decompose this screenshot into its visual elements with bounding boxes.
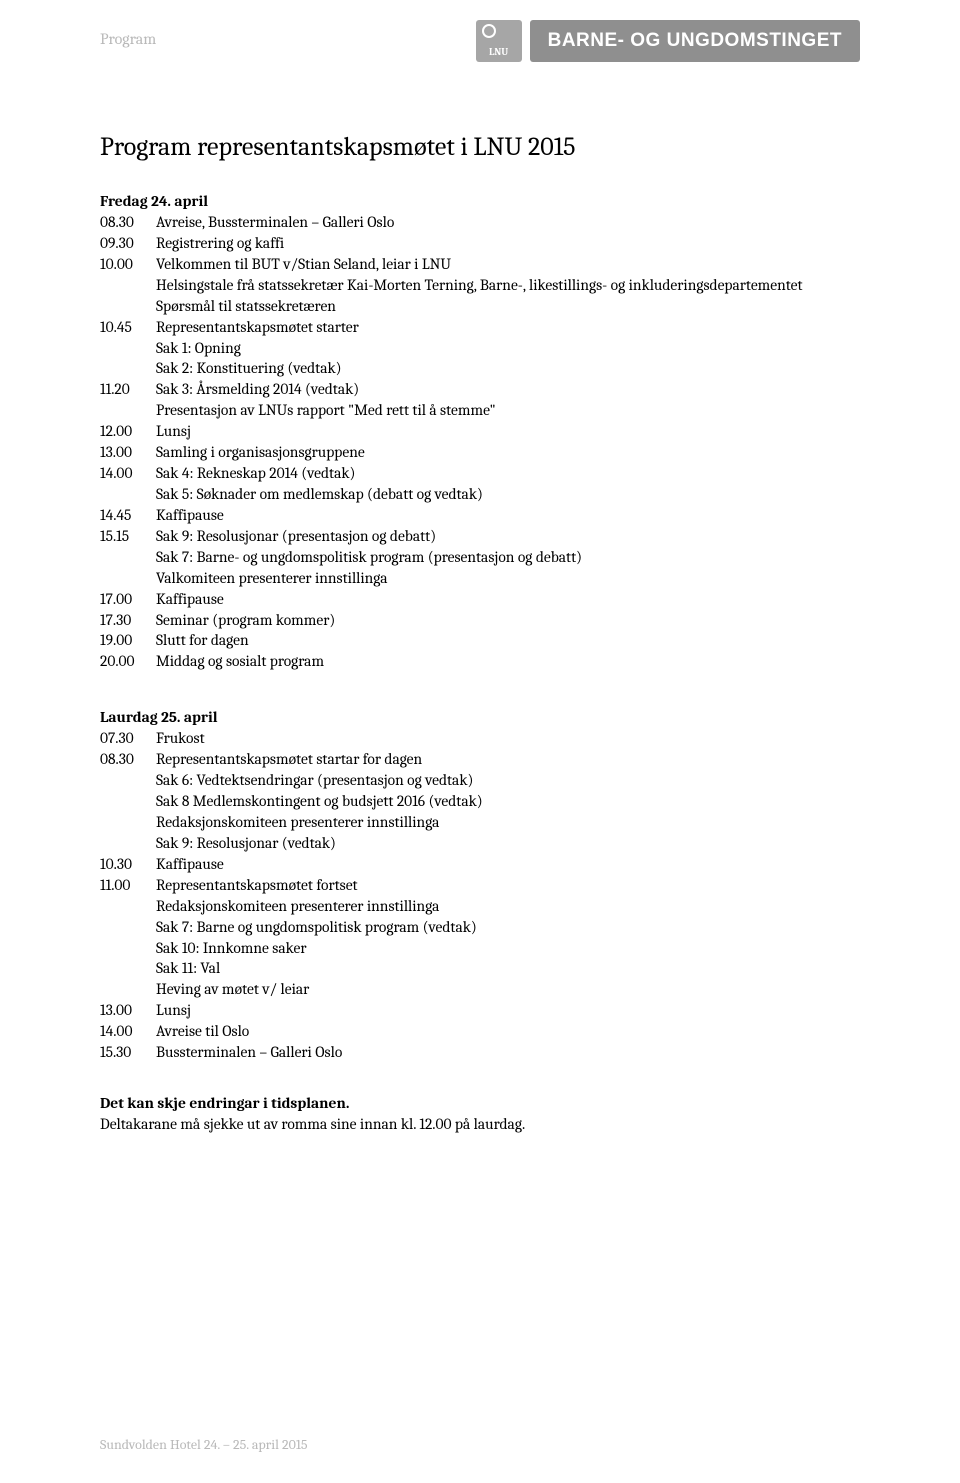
schedule-row: 17.00Kaffipause <box>100 589 860 610</box>
description: Avreise til Oslo <box>156 1021 860 1042</box>
description: Kaffipause <box>156 589 860 610</box>
schedule-row: 09.30Registrering og kaffi <box>100 233 860 254</box>
description-sub: Sak 7: Barne og ungdomspolitisk program … <box>156 917 860 938</box>
page-title: Program representantskapsmøtet i LNU 201… <box>100 132 860 162</box>
description-sub: Spørsmål til statssekretæren <box>156 296 860 317</box>
description: Middag og sosialt program <box>156 651 860 672</box>
description: Frukost <box>156 728 860 749</box>
description-sub: Presentasjon av LNUs rapport "Med rett t… <box>156 400 860 421</box>
description: Lunsj <box>156 421 860 442</box>
description: Representantskapsmøtet fortset <box>156 875 860 896</box>
description: Representantskapsmøtet starter <box>156 317 860 338</box>
notes-block: Det kan skje endringar i tidsplanen. Del… <box>100 1093 860 1135</box>
day1-section: Fredag 24. april 08.30Avreise, Busstermi… <box>100 192 860 672</box>
time: 15.15 <box>100 526 156 547</box>
schedule-row: 14.00Sak 4: Rekneskap 2014 (vedtak) <box>100 463 860 484</box>
time: 14.00 <box>100 1021 156 1042</box>
time: 14.00 <box>100 463 156 484</box>
schedule-row: 14.00Avreise til Oslo <box>100 1021 860 1042</box>
time: 08.30 <box>100 749 156 770</box>
header-label: Program <box>100 30 156 48</box>
description-sub: Heving av møtet v/ leiar <box>156 979 860 1000</box>
logo-banner: BARNE- OG UNGDOMSTINGET <box>530 20 860 62</box>
schedule-row: 19.00Slutt for dagen <box>100 630 860 651</box>
time: 09.30 <box>100 233 156 254</box>
schedule-row: 20.00Middag og sosialt program <box>100 651 860 672</box>
schedule-row: 10.30Kaffipause <box>100 854 860 875</box>
description-sub: Sak 8 Medlemskontingent og budsjett 2016… <box>156 791 860 812</box>
description-sub: Sak 5: Søknader om medlemskap (debatt og… <box>156 484 860 505</box>
page-header: Program BARNE- OG UNGDOMSTINGET <box>100 30 860 72</box>
description-sub: Sak 7: Barne- og ungdomspolitisk program… <box>156 547 860 568</box>
description: Seminar (program kommer) <box>156 610 860 631</box>
description-sub: Sak 6: Vedtektsendringar (presentasjon o… <box>156 770 860 791</box>
time: 11.20 <box>100 379 156 400</box>
description: Avreise, Bussterminalen – Galleri Oslo <box>156 212 860 233</box>
notes-line2: Deltakarane må sjekke ut av romma sine i… <box>100 1114 860 1135</box>
description-sub: Helsingstale frå statssekretær Kai-Morte… <box>156 275 860 296</box>
time: 10.30 <box>100 854 156 875</box>
description: Representantskapsmøtet startar for dagen <box>156 749 860 770</box>
description: Slutt for dagen <box>156 630 860 651</box>
schedule-row: 15.30Bussterminalen – Galleri Oslo <box>100 1042 860 1063</box>
time: 15.30 <box>100 1042 156 1063</box>
description: Sak 3: Årsmelding 2014 (vedtak) <box>156 379 860 400</box>
schedule-row: 17.30Seminar (program kommer) <box>100 610 860 631</box>
schedule-row: 08.30Representantskapsmøtet startar for … <box>100 749 860 770</box>
description: Velkommen til BUT v/Stian Seland, leiar … <box>156 254 860 275</box>
description-sub: Sak 10: Innkomne saker <box>156 938 860 959</box>
schedule-row: 10.45Representantskapsmøtet starter <box>100 317 860 338</box>
description-sub: Valkomiteen presenterer innstillinga <box>156 568 860 589</box>
description: Sak 9: Resolusjonar (presentasjon og deb… <box>156 526 860 547</box>
day1-heading: Fredag 24. april <box>100 192 860 210</box>
description: Samling i organisasjonsgruppene <box>156 442 860 463</box>
time: 14.45 <box>100 505 156 526</box>
description-sub: Sak 2: Konstituering (vedtak) <box>156 358 860 379</box>
logo-area: BARNE- OG UNGDOMSTINGET <box>476 20 860 62</box>
description: Bussterminalen – Galleri Oslo <box>156 1042 860 1063</box>
description: Sak 4: Rekneskap 2014 (vedtak) <box>156 463 860 484</box>
description: Kaffipause <box>156 854 860 875</box>
time: 17.30 <box>100 610 156 631</box>
description: Kaffipause <box>156 505 860 526</box>
schedule-row: 07.30Frukost <box>100 728 860 749</box>
time: 19.00 <box>100 630 156 651</box>
day1-schedule: 08.30Avreise, Bussterminalen – Galleri O… <box>100 212 860 672</box>
schedule-row: 13.00Lunsj <box>100 1000 860 1021</box>
page-footer: Sundvolden Hotel 24. – 25. april 2015 <box>100 1436 308 1453</box>
schedule-row: 08.30Avreise, Bussterminalen – Galleri O… <box>100 212 860 233</box>
time: 10.45 <box>100 317 156 338</box>
description: Lunsj <box>156 1000 860 1021</box>
time: 13.00 <box>100 1000 156 1021</box>
schedule-row: 10.00Velkommen til BUT v/Stian Seland, l… <box>100 254 860 275</box>
day2-section: Laurdag 25. april 07.30Frukost08.30Repre… <box>100 708 860 1063</box>
time: 11.00 <box>100 875 156 896</box>
time: 08.30 <box>100 212 156 233</box>
schedule-row: 14.45Kaffipause <box>100 505 860 526</box>
day2-heading: Laurdag 25. april <box>100 708 860 726</box>
description-sub: Sak 1: Opning <box>156 338 860 359</box>
time: 17.00 <box>100 589 156 610</box>
time: 07.30 <box>100 728 156 749</box>
notes-line1: Det kan skje endringar i tidsplanen. <box>100 1093 860 1114</box>
time: 10.00 <box>100 254 156 275</box>
description-sub: Sak 11: Val <box>156 958 860 979</box>
schedule-row: 12.00Lunsj <box>100 421 860 442</box>
lnu-logo-icon <box>476 20 522 62</box>
time: 13.00 <box>100 442 156 463</box>
description-sub: Sak 9: Resolusjonar (vedtak) <box>156 833 860 854</box>
schedule-row: 11.20Sak 3: Årsmelding 2014 (vedtak) <box>100 379 860 400</box>
description: Registrering og kaffi <box>156 233 860 254</box>
schedule-row: 11.00Representantskapsmøtet fortset <box>100 875 860 896</box>
day2-schedule: 07.30Frukost08.30Representantskapsmøtet … <box>100 728 860 1063</box>
schedule-row: 15.15Sak 9: Resolusjonar (presentasjon o… <box>100 526 860 547</box>
time: 12.00 <box>100 421 156 442</box>
schedule-row: 13.00Samling i organisasjonsgruppene <box>100 442 860 463</box>
description-sub: Redaksjonskomiteen presenterer innstilli… <box>156 812 860 833</box>
time: 20.00 <box>100 651 156 672</box>
description-sub: Redaksjonskomiteen presenterer innstilli… <box>156 896 860 917</box>
